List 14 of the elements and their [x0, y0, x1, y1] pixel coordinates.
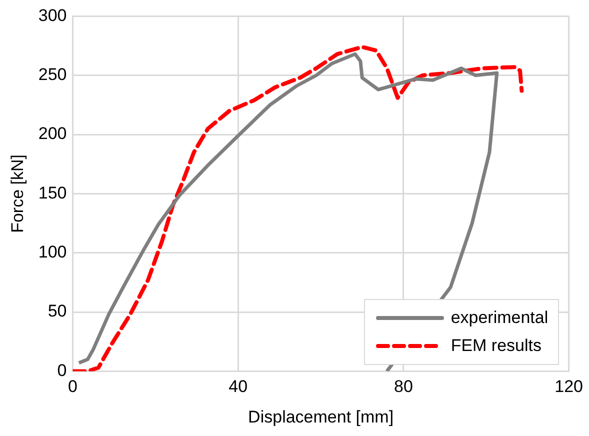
x-axis-title: Displacement [mm]: [248, 407, 394, 426]
x-tick-label: 120: [554, 377, 584, 396]
y-tick-label: 50: [48, 302, 67, 321]
y-tick-label: 200: [38, 124, 67, 144]
y-tick-label: 150: [38, 183, 67, 202]
y-tick-label: 0: [57, 360, 67, 380]
x-tick-label: 40: [228, 377, 248, 396]
y-tick-label: 250: [38, 65, 67, 84]
y-axis-title: Force [kN]: [8, 154, 27, 233]
legend-label: experimental: [450, 308, 548, 328]
y-tick-label: 300: [38, 6, 67, 25]
legend-label: FEM results: [450, 336, 542, 356]
x-tick-label: 80: [394, 377, 413, 396]
y-tick-label: 100: [38, 242, 67, 262]
